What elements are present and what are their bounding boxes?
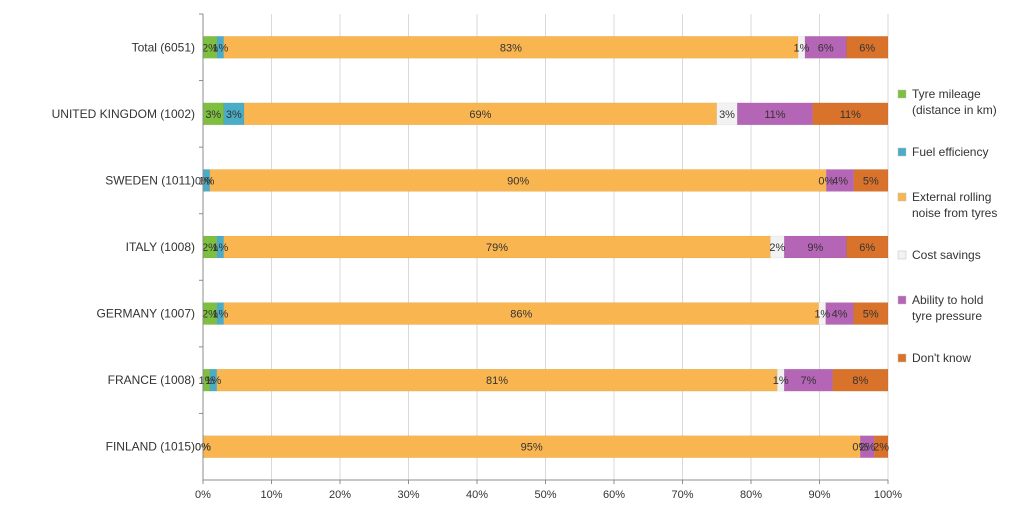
bar-segment: [846, 36, 889, 59]
data-label: 3%: [719, 109, 735, 121]
category-label: FRANCE (1008): [108, 373, 195, 387]
data-label: 9%: [807, 242, 823, 254]
data-label: 79%: [486, 242, 508, 254]
bar-segment: [846, 235, 889, 259]
data-label: 2%: [202, 42, 218, 54]
data-label: 7%: [800, 375, 816, 387]
x-tick-label: 10%: [260, 489, 282, 501]
category-label: UNITED KINGDOM (1002): [52, 107, 195, 121]
x-tick-label: 40%: [466, 489, 488, 501]
category-label: GERMANY (1007): [97, 307, 195, 321]
data-label: 69%: [469, 109, 491, 121]
bar-segment: [797, 36, 806, 59]
data-label: 6%: [859, 42, 875, 54]
bar-segment: [853, 302, 889, 325]
data-label: 81%: [486, 375, 508, 387]
data-label: 0%: [852, 442, 868, 454]
data-label: 5%: [863, 175, 879, 187]
legend-label: External rolling: [912, 190, 991, 204]
legend-label: tyre pressure: [912, 309, 982, 323]
data-label: 2%: [859, 442, 875, 454]
data-label: 6%: [818, 42, 834, 54]
x-tick-label: 50%: [534, 489, 556, 501]
data-label: 0%: [818, 175, 834, 187]
data-label: 95%: [521, 442, 543, 454]
x-tick-label: 0%: [195, 489, 211, 501]
data-label: 83%: [500, 42, 522, 54]
bar-segment: [832, 368, 889, 392]
data-label: 1%: [212, 309, 228, 321]
data-label: 5%: [863, 309, 879, 321]
x-tick-label: 70%: [671, 489, 693, 501]
x-tick-label: 60%: [603, 489, 625, 501]
bar-segment: [873, 435, 889, 458]
data-label: 3%: [226, 109, 242, 121]
bar-segment: [737, 102, 813, 126]
data-label: 1%: [212, 242, 228, 254]
data-label: 4%: [832, 309, 848, 321]
bar-segment: [812, 102, 889, 126]
data-label: 1%: [773, 375, 789, 387]
data-label: 11%: [764, 109, 785, 121]
data-label: 1%: [794, 42, 810, 54]
legend-swatch: [897, 250, 907, 260]
data-label: 1%: [205, 375, 221, 387]
legend-label: Ability to hold: [912, 293, 983, 307]
legend-label: Fuel efficiency: [912, 145, 988, 159]
legend-label: Don't know: [912, 351, 971, 365]
data-label: 2%: [202, 309, 218, 321]
x-tick-label: 100%: [874, 489, 902, 501]
data-label: 1%: [814, 309, 830, 321]
category-label: Total (6051): [132, 40, 195, 54]
legend-label: Cost savings: [912, 248, 981, 262]
data-label: 8%: [852, 375, 868, 387]
category-label: FINLAND (1015): [106, 440, 195, 454]
x-tick-label: 30%: [397, 489, 419, 501]
data-label: 2%: [202, 242, 218, 254]
data-label: 11%: [840, 109, 861, 121]
legend-swatch: [897, 89, 907, 99]
legend-label: (distance in km): [912, 103, 997, 117]
data-label: 1%: [198, 175, 214, 187]
x-tick-label: 20%: [329, 489, 351, 501]
x-tick-label: 90%: [808, 489, 830, 501]
data-label: 2%: [873, 442, 889, 454]
legend-swatch: [897, 353, 907, 363]
legend: Tyre mileage (distance in km) Fuel efficie…: [897, 87, 997, 365]
data-label: 4%: [832, 175, 848, 187]
legend-swatch: [897, 295, 907, 305]
legend-label: Tyre mileage: [912, 87, 981, 101]
legend-swatch: [897, 192, 907, 202]
data-label: 2%: [769, 242, 785, 254]
bar-segment: [783, 235, 847, 259]
data-label: 86%: [510, 309, 532, 321]
category-label: SWEDEN (1011): [105, 173, 195, 187]
bars: [202, 36, 889, 458]
bar-segment: [853, 169, 889, 192]
legend-swatch: [897, 147, 907, 157]
bar-segment: [783, 368, 833, 392]
data-label: 1%: [212, 42, 228, 54]
category-label: ITALY (1008): [126, 240, 195, 254]
data-label: 3%: [205, 109, 221, 121]
data-label: 90%: [507, 175, 529, 187]
axes: 0% 10% 20% 30% 40% 50% 60% 70% 80% 90% 100% Total (…: [52, 13, 902, 501]
legend-label: noise from tyres: [912, 206, 997, 220]
bar-segment: [223, 302, 820, 325]
x-tick-label: 80%: [740, 489, 762, 501]
data-label: 6%: [859, 242, 875, 254]
